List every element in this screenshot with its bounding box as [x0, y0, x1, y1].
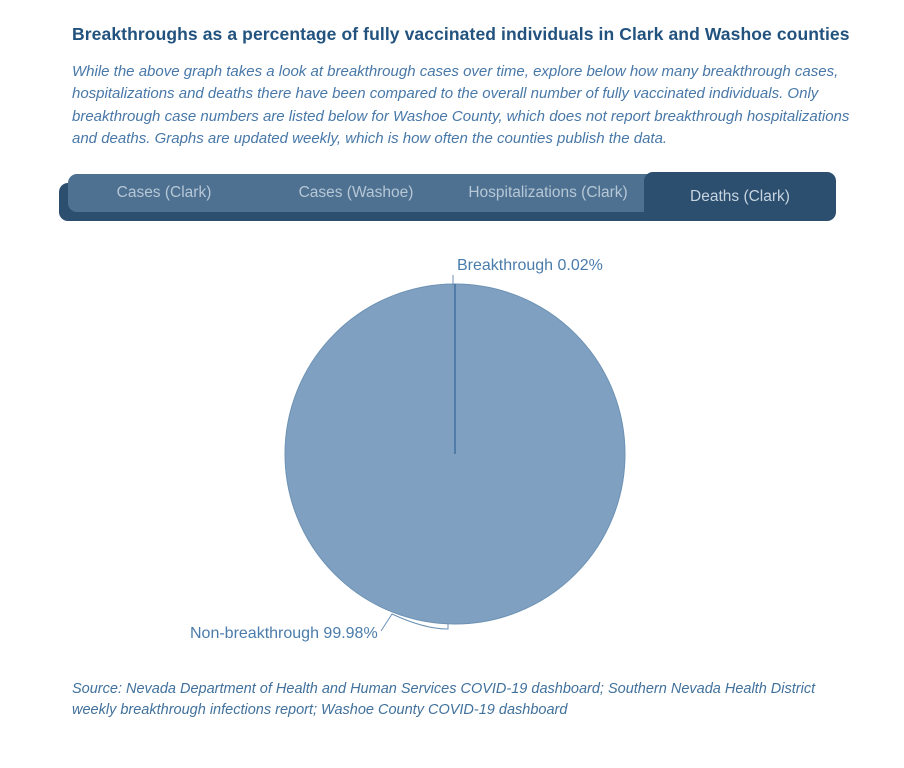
tab-cases-clark[interactable]: Cases (Clark): [116, 184, 212, 201]
tab-deaths-clark[interactable]: Deaths (Clark): [644, 172, 836, 221]
intro-text: While the above graph takes a look at br…: [72, 63, 850, 148]
tab-cases-washoe[interactable]: Cases (Washoe): [298, 184, 414, 201]
source-note: Source: Nevada Department of Health and …: [72, 681, 816, 718]
breakthrough-callout-label: Breakthrough 0.02%: [457, 257, 603, 274]
tab-hospitalizations-clark[interactable]: Hospitalizations (Clark): [468, 184, 628, 201]
page-title: Breakthroughs as a percentage of fully v…: [72, 24, 850, 44]
pie-chart: Breakthrough 0.02% Non-breakthrough 99.9…: [190, 257, 626, 642]
non-breakthrough-callout-label: Non-breakthrough 99.98%: [190, 625, 378, 642]
non-breakthrough-leader-line: [380, 613, 449, 632]
chart-tab-bar: Cases (Clark) Cases (Washoe) Hospitaliza…: [68, 172, 836, 221]
